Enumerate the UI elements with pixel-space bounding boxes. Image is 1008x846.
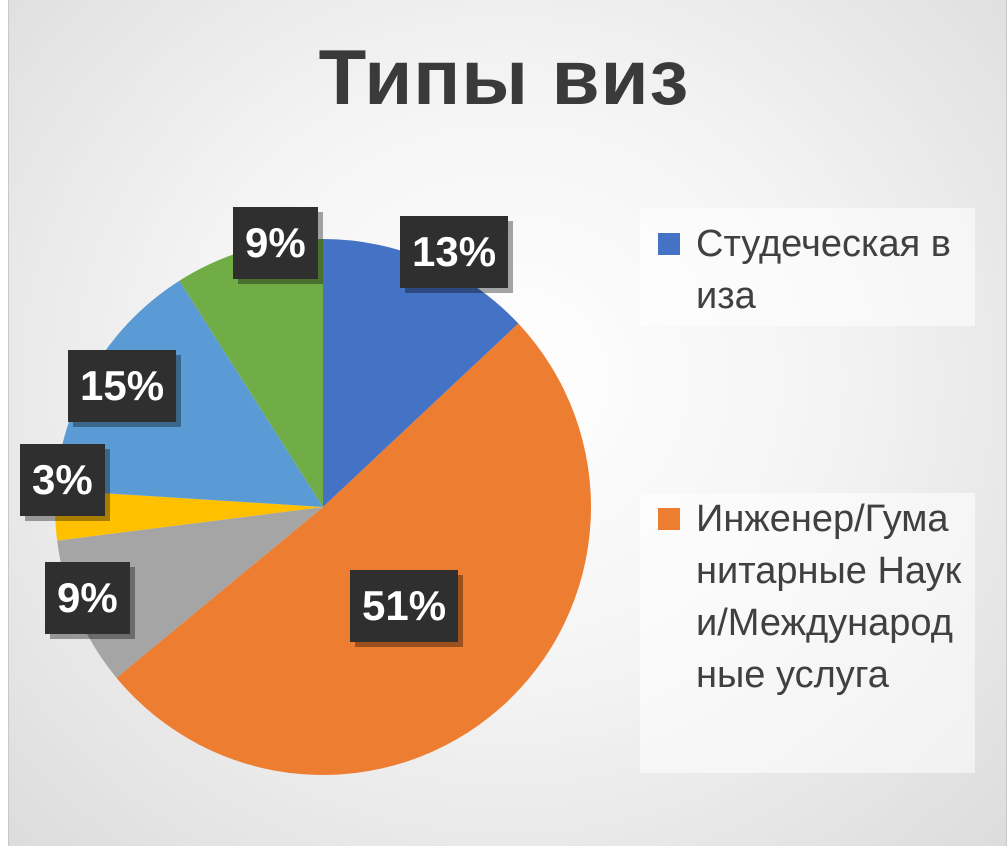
legend-item-student-visa: Студеческая виза [640,208,975,326]
slice-data-label: 13% [400,216,509,288]
slice-data-label: 9% [45,562,130,634]
legend-label: Инженер/Гуманитарные Науки/Международные… [696,498,962,696]
legend-swatch [658,508,680,530]
legend-swatch [658,233,680,255]
pie-slice [55,280,323,507]
legend-label: Студеческая виза [696,223,951,317]
slice-data-label: 51% [350,570,459,642]
pie-slice [323,239,519,507]
legend-item-engineer-visa: Инженер/Гуманитарные Науки/Международные… [640,493,975,773]
legend: Студеческая виза Инженер/Гуманитарные На… [640,208,980,773]
pie-slice [57,507,324,678]
slice-data-label: 15% [68,350,177,422]
pie-slice [116,323,591,775]
slice-data-label: 3% [20,444,105,516]
pie-slice [55,490,324,541]
slice-data-label: 9% [233,207,318,279]
pie-slice [179,239,323,507]
chart-title: Типы виз [318,33,690,121]
